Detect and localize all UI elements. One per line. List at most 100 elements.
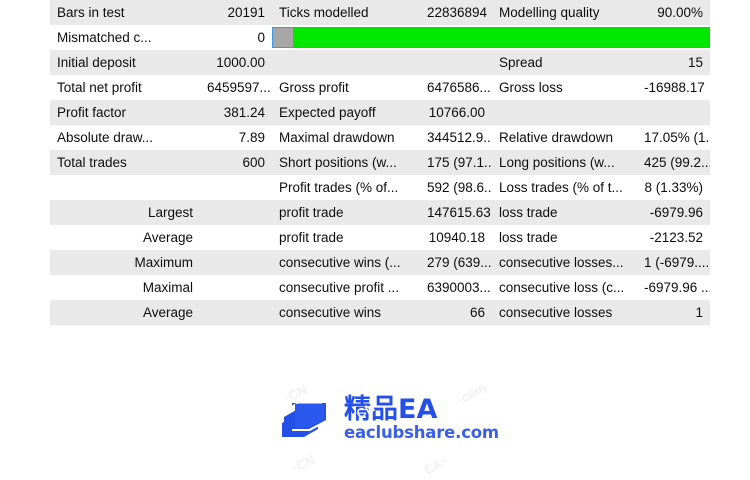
- progress-track: [272, 27, 710, 48]
- cell-label: consecutive losses...: [492, 250, 637, 275]
- cell-label: loss trade: [492, 225, 637, 250]
- cell-value: 7.89: [200, 125, 272, 150]
- cell-value: 6459597...: [200, 75, 272, 100]
- cell-value: 175 (97.1...: [420, 150, 492, 175]
- watermark-text: 精品EA eaclubshare.com: [344, 396, 499, 443]
- cell-label: consecutive profit ...: [272, 275, 420, 300]
- cell-value: 17.05% (1...: [637, 125, 710, 150]
- cell-label: Expected payoff: [272, 100, 420, 125]
- cell-value: 147615.63: [420, 200, 492, 225]
- cell-label: Maximum: [50, 250, 200, 275]
- table-row[interactable]: Profit trades (% of... 592 (98.6... Loss t…: [50, 175, 710, 200]
- cell-value: 0: [200, 25, 272, 50]
- cell-value: 10940.18: [420, 225, 492, 250]
- cell-value: [200, 175, 272, 200]
- cell-label: consecutive wins (...: [272, 250, 420, 275]
- table-row[interactable]: Initial deposit 1000.00 Spread 15: [50, 50, 710, 75]
- table-row[interactable]: Bars in test 20191 Ticks modelled 22836894 M…: [50, 0, 710, 25]
- cell-label: Initial deposit: [50, 50, 200, 75]
- cell-label: Total trades: [50, 150, 200, 175]
- cell-value: 1000.00: [200, 50, 272, 75]
- cell-value: 6390003....: [420, 275, 492, 300]
- cell-label: Maximal: [50, 275, 200, 300]
- cell-value: [200, 275, 272, 300]
- cell-value: [637, 100, 710, 125]
- cell-value: -6979.96 ...: [637, 275, 710, 300]
- cell-label: Gross profit: [272, 75, 420, 100]
- cell-label: Spread: [492, 50, 637, 75]
- cell-value: 8 (1.33%): [637, 175, 710, 200]
- cell-value: 90.00%: [637, 0, 710, 25]
- cell-label: Absolute draw...: [50, 125, 200, 150]
- table-row[interactable]: Mismatched c... 0: [50, 25, 710, 50]
- cell-label: Largest: [50, 200, 200, 225]
- cell-label: Short positions (w...: [272, 150, 420, 175]
- cell-label: Modelling quality: [492, 0, 637, 25]
- cell-label: consecutive losses: [492, 300, 637, 325]
- cell-value: [420, 50, 492, 75]
- cell-value: 6476586...: [420, 75, 492, 100]
- cell-label: consecutive loss (c...: [492, 275, 637, 300]
- cell-value: -6979.96: [637, 200, 710, 225]
- cell-label: Long positions (w...: [492, 150, 637, 175]
- brand-name-cn: 精品EA: [344, 393, 438, 425]
- cell-label: Mismatched c...: [50, 25, 200, 50]
- cell-label: Average: [50, 300, 200, 325]
- cell-label: Maximal drawdown: [272, 125, 420, 150]
- table-row[interactable]: Profit factor 381.24 Expected payoff 10766.…: [50, 100, 710, 125]
- table-row[interactable]: Maximum consecutive wins (... 279 (639... c…: [50, 250, 710, 275]
- cell-label: [492, 100, 637, 125]
- table-row[interactable]: Maximal consecutive profit ... 6390003....…: [50, 275, 710, 300]
- cell-value: 344512.9...: [420, 125, 492, 150]
- cell-label: Profit trades (% of...: [272, 175, 420, 200]
- cell-value: [200, 250, 272, 275]
- cell-value: 15: [637, 50, 710, 75]
- table-row[interactable]: Total net profit 6459597... Gross profit 64…: [50, 75, 710, 100]
- progress-segment-green: [293, 28, 709, 47]
- cell-label: Average: [50, 225, 200, 250]
- cell-value: 22836894: [420, 0, 492, 25]
- cell-value: [200, 225, 272, 250]
- report-table-body: Bars in test 20191 Ticks modelled 22836894 M…: [50, 0, 710, 325]
- ghost-watermark-4: EA·: [421, 453, 449, 478]
- cell-label: [272, 50, 420, 75]
- ghost-watermark-2: ·CN: [289, 451, 318, 476]
- table-row[interactable]: Largest profit trade 147615.63 loss trade -6…: [50, 200, 710, 225]
- cell-value: 425 (99.2...: [637, 150, 710, 175]
- site-watermark: 精品EA eaclubshare.com: [278, 388, 499, 450]
- cell-label: Total net profit: [50, 75, 200, 100]
- cell-label: Gross loss: [492, 75, 637, 100]
- cell-value: 592 (98.6...: [420, 175, 492, 200]
- cell-value: [200, 300, 272, 325]
- modelling-quality-progress-bar: [272, 25, 710, 50]
- cell-value: 279 (639...: [420, 250, 492, 275]
- brand-domain: eaclubshare.com: [344, 422, 499, 442]
- table-row[interactable]: Average consecutive wins 66 consecutive los…: [50, 300, 710, 325]
- cell-value: 381.24: [200, 100, 272, 125]
- table-row[interactable]: Absolute draw... 7.89 Maximal drawdown 3445…: [50, 125, 710, 150]
- cell-value: 20191: [200, 0, 272, 25]
- cell-label: Loss trades (% of t...: [492, 175, 637, 200]
- cell-value: 600: [200, 150, 272, 175]
- cell-value: [200, 200, 272, 225]
- cell-label: loss trade: [492, 200, 637, 225]
- cell-value: 10766.00: [420, 100, 492, 125]
- cell-value: 66: [420, 300, 492, 325]
- stacked-layers-icon: [278, 393, 334, 445]
- cell-label: [50, 175, 200, 200]
- cell-label: Relative drawdown: [492, 125, 637, 150]
- cell-value: 1 (-6979....: [637, 250, 710, 275]
- table-row[interactable]: Average profit trade 10940.18 loss trade -21…: [50, 225, 710, 250]
- cell-value: 1: [637, 300, 710, 325]
- cell-label: Bars in test: [50, 0, 200, 25]
- cell-label: consecutive wins: [272, 300, 420, 325]
- cell-value: -16988.17: [637, 75, 710, 100]
- strategy-tester-report-table: Bars in test 20191 Ticks modelled 22836894 M…: [50, 0, 710, 325]
- progress-segment-grey: [273, 28, 293, 47]
- cell-value: -2123.52: [637, 225, 710, 250]
- cell-label: Ticks modelled: [272, 0, 420, 25]
- table-row[interactable]: Total trades 600 Short positions (w... 175 …: [50, 150, 710, 175]
- cell-label: profit trade: [272, 225, 420, 250]
- cell-label: Profit factor: [50, 100, 200, 125]
- cell-label: profit trade: [272, 200, 420, 225]
